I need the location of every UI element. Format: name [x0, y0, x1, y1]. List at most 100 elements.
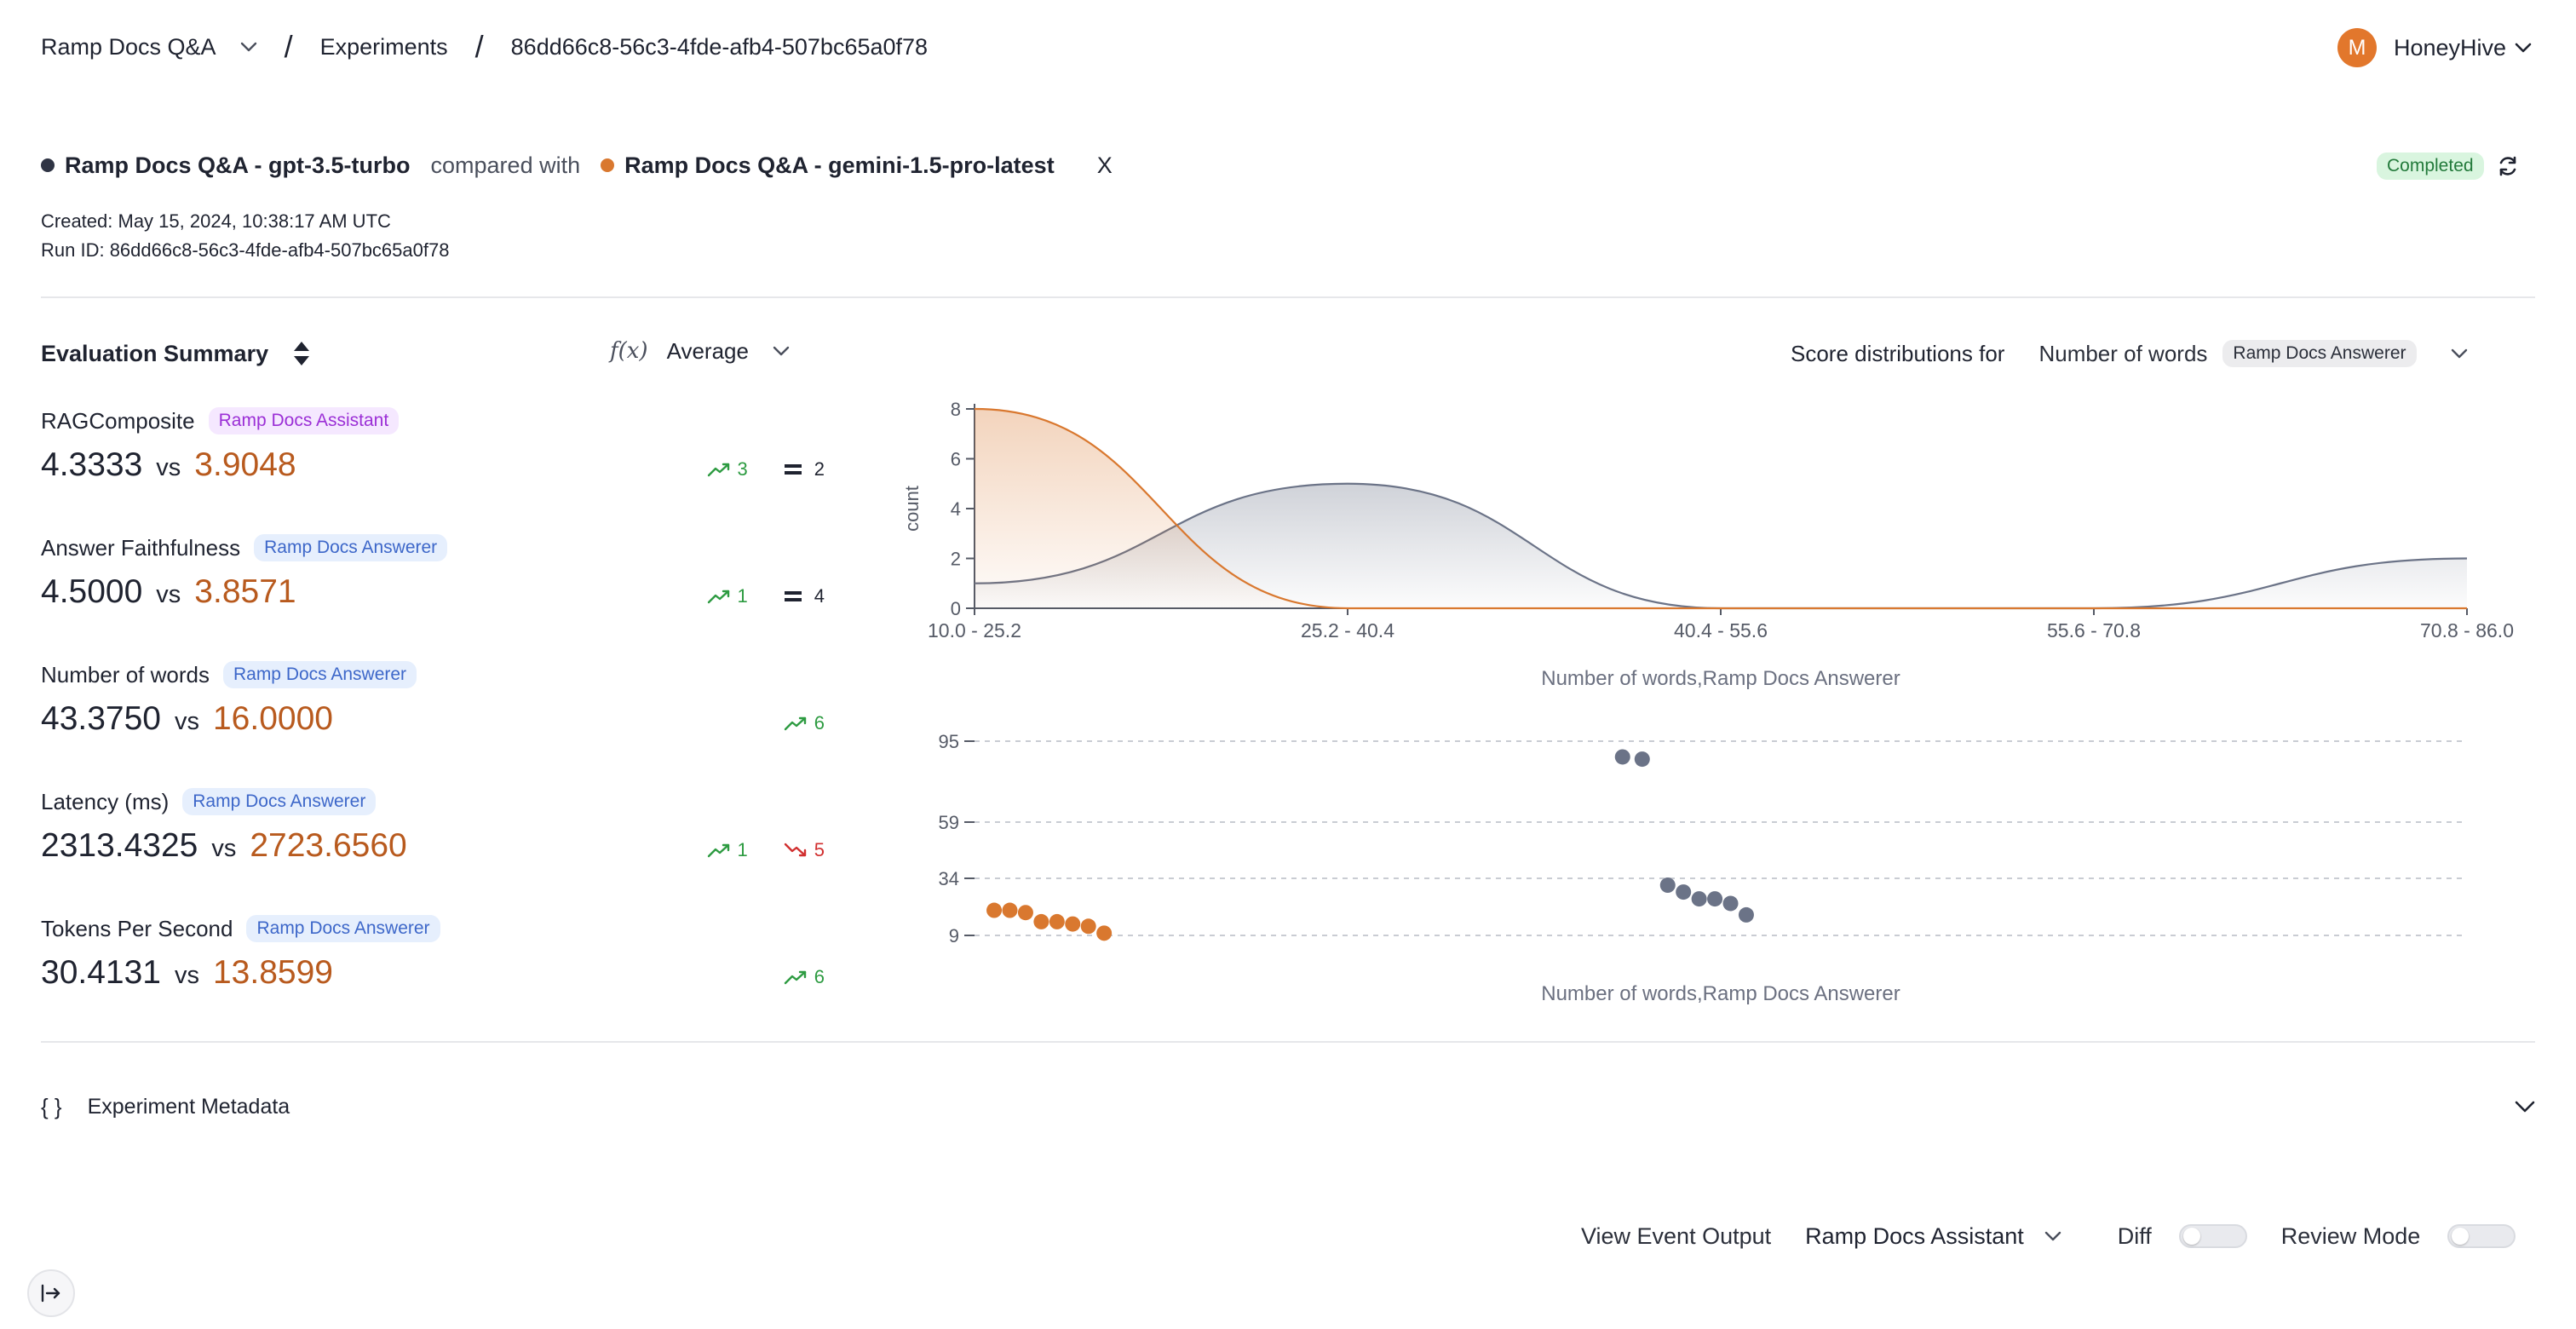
- aggregation-value: Average: [666, 337, 749, 364]
- scatter-point[interactable]: [986, 902, 1003, 918]
- scatter-point[interactable]: [1614, 749, 1630, 765]
- project-dropdown-chevron-icon[interactable]: [240, 42, 257, 52]
- scatter-point[interactable]: [1738, 906, 1754, 923]
- metric-row[interactable]: Latency (ms) Ramp Docs Answerer 2313.4325 v…: [41, 788, 825, 865]
- scatter-point[interactable]: [1691, 891, 1707, 907]
- trend-down-icon: [784, 843, 808, 858]
- unchanged-count: 4: [784, 585, 825, 607]
- scatter-point[interactable]: [1065, 916, 1081, 932]
- baseline-value: 43.3750: [41, 700, 161, 737]
- metric-row[interactable]: RAGComposite Ramp Docs Assistant 4.3333 vs 3…: [41, 407, 825, 484]
- series-line: [974, 482, 2468, 610]
- run-meta: Created: May 15, 2024, 10:38:17 AM UTC R…: [41, 207, 449, 265]
- improved-count: 1: [707, 585, 748, 607]
- baseline-value: 30.4131: [41, 954, 161, 991]
- review-mode-toggle[interactable]: [2447, 1224, 2516, 1248]
- vs-label: vs: [174, 708, 199, 735]
- scatter-point[interactable]: [1017, 905, 1033, 921]
- baseline-value: 4.3333: [41, 446, 143, 483]
- remove-comparison-button[interactable]: X: [1096, 152, 1113, 178]
- diff-label: Diff: [2117, 1223, 2152, 1249]
- sidebar-expand-button[interactable]: [27, 1269, 75, 1317]
- aggregation-chevron-icon: [773, 346, 790, 356]
- metric-row[interactable]: Tokens Per Second Ramp Docs Answerer 30.41…: [41, 915, 825, 992]
- metric-delta-stats: 6: [784, 966, 825, 988]
- comparison-value: 2723.6560: [250, 827, 407, 864]
- created-timestamp: Created: May 15, 2024, 10:38:17 AM UTC: [41, 210, 391, 232]
- event-output-selector[interactable]: Ramp Docs Assistant: [1805, 1223, 2061, 1250]
- vs-label: vs: [174, 962, 199, 989]
- metric-tag: Ramp Docs Answerer: [222, 661, 417, 688]
- scatter-point[interactable]: [1634, 751, 1650, 768]
- y-tick-label: 95: [939, 731, 959, 752]
- event-output-toolbar: View Event Output Ramp Docs Assistant Di…: [1581, 1218, 2516, 1254]
- metric-row[interactable]: Number of words Ramp Docs Answerer 43.3750…: [41, 661, 825, 738]
- x-tick-label: 25.2 - 40.4: [1301, 619, 1394, 641]
- expand-chevron-icon[interactable]: [2515, 1101, 2535, 1113]
- evaluation-summary-title: Evaluation Summary: [41, 340, 269, 366]
- review-mode-label: Review Mode: [2280, 1223, 2421, 1249]
- comparison-dot: [601, 158, 615, 172]
- breadcrumb-separator: /: [284, 29, 293, 64]
- trend-up-icon: [784, 969, 808, 985]
- breadcrumb-experiments[interactable]: Experiments: [319, 33, 448, 60]
- compare-bar: Ramp Docs Q&A - gpt-3.5-turbo compared w…: [41, 150, 1113, 181]
- scatter-point[interactable]: [1080, 918, 1096, 935]
- y-tick-label: 2: [951, 549, 961, 570]
- function-icon: f(x): [610, 338, 648, 364]
- event-output-selector-value: Ramp Docs Assistant: [1805, 1223, 2024, 1249]
- scatter-point[interactable]: [1722, 895, 1739, 912]
- refresh-icon[interactable]: [2496, 154, 2520, 178]
- distribution-metric-selector[interactable]: Number of words Ramp Docs Answerer: [2038, 340, 2417, 367]
- scatter-point[interactable]: [1707, 891, 1723, 907]
- improved-count: 1: [707, 839, 748, 861]
- user-menu[interactable]: M HoneyHive: [2337, 27, 2532, 68]
- comparison-value: 16.0000: [212, 700, 333, 737]
- unchanged-count: 2: [784, 458, 825, 480]
- experiment-metadata-title: Experiment Metadata: [87, 1094, 290, 1119]
- braces-icon: { }: [41, 1093, 62, 1119]
- breadcrumb-project[interactable]: Ramp Docs Q&A: [41, 33, 216, 60]
- equals-icon: [784, 590, 802, 602]
- distribution-metric-tag: Ramp Docs Answerer: [2222, 340, 2417, 367]
- experiment-metadata-section[interactable]: { } Experiment Metadata: [41, 1090, 2535, 1123]
- trend-up-icon: [707, 462, 731, 477]
- regressed-count: 5: [784, 839, 825, 861]
- distribution-area-chart: 0 2 4 6 8 count 10.0 - 25.2 25.2 - 40.4 40.4 - 5…: [901, 399, 2514, 690]
- comparison-value: 3.9048: [194, 446, 296, 483]
- x-axis-label: Number of words,Ramp Docs Answerer: [1541, 667, 1900, 690]
- baseline-run-name: Ramp Docs Q&A - gpt-3.5-turbo: [65, 152, 411, 178]
- scatter-point[interactable]: [1676, 884, 1692, 900]
- comparison-value: 13.8599: [212, 954, 333, 991]
- baseline-value: 4.5000: [41, 573, 143, 610]
- x-axis-label: Number of words,Ramp Docs Answerer: [1541, 982, 1900, 1005]
- improved-count: 3: [707, 458, 748, 480]
- vs-label: vs: [211, 835, 237, 862]
- scatter-point[interactable]: [1002, 902, 1018, 918]
- y-tick-label: 9: [949, 925, 959, 946]
- comparison-run-name[interactable]: Ramp Docs Q&A - gemini-1.5-pro-latest: [624, 152, 1055, 178]
- scatter-point[interactable]: [1049, 913, 1065, 929]
- vs-label: vs: [156, 454, 181, 481]
- view-event-output-label: View Event Output: [1581, 1223, 1772, 1249]
- sort-icon[interactable]: [292, 340, 311, 367]
- x-tick-label: 70.8 - 86.0: [2420, 619, 2514, 641]
- metric-name: Tokens Per Second: [41, 915, 233, 941]
- y-tick-label: 4: [951, 498, 961, 520]
- scatter-point[interactable]: [1659, 877, 1676, 894]
- status-badge: Completed: [2377, 152, 2484, 180]
- scatter-point[interactable]: [1096, 925, 1113, 941]
- improved-count: 6: [784, 712, 825, 734]
- metric-row[interactable]: Answer Faithfulness Ramp Docs Answerer 4.5…: [41, 534, 825, 611]
- improved-count: 6: [784, 966, 825, 988]
- diff-toggle[interactable]: [2178, 1224, 2247, 1248]
- trend-up-icon: [707, 843, 731, 858]
- baseline-dot: [41, 158, 55, 172]
- distribution-chevron-icon[interactable]: [2451, 348, 2468, 359]
- compared-with-label: compared with: [430, 152, 581, 178]
- aggregation-selector[interactable]: f(x) Average: [610, 334, 790, 368]
- breadcrumb-run-id: 86dd66c8-56c3-4fde-afb4-507bc65a0f78: [510, 33, 929, 60]
- scatter-point[interactable]: [1033, 913, 1049, 929]
